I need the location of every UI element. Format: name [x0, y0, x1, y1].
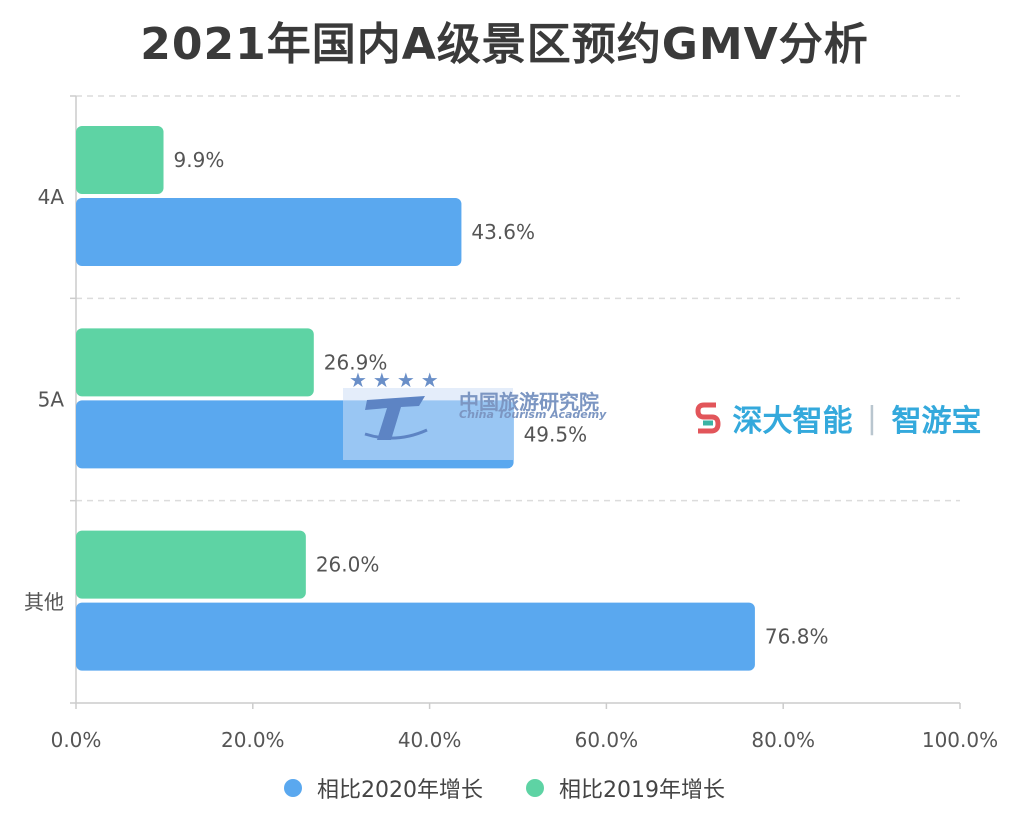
academy-watermark: ★★★★ 中国旅游研究院 China Tourism Academy: [343, 368, 663, 460]
data-label: 43.6%: [471, 220, 535, 244]
legend-label-2020: 相比2020年增长: [317, 778, 483, 803]
x-tick-label: 0.0%: [51, 728, 102, 752]
academy-name-cn: 中国旅游研究院: [459, 390, 599, 414]
brand-s-icon: [695, 402, 721, 434]
y-tick-label: 4A: [38, 185, 65, 209]
brand-separator: |: [866, 400, 878, 436]
bar: [76, 530, 306, 599]
x-tick-label: 80.0%: [751, 728, 815, 752]
bar: [76, 198, 462, 266]
x-tick-label: 60.0%: [575, 728, 639, 752]
legend-item-2020[interactable]: 相比2020年增长: [284, 772, 483, 804]
bar: [76, 126, 164, 194]
x-tick-label: 100.0%: [922, 728, 998, 752]
y-tick-label: 5A: [38, 388, 65, 412]
brand-name: 深大智能: [732, 404, 853, 439]
data-label: 9.9%: [174, 148, 225, 172]
data-labels: 9.9% 43.6% 26.9% 49.5% 26.0% 76.8%: [174, 148, 829, 649]
legend-marker-2020: [284, 779, 302, 797]
data-label: 26.0%: [316, 553, 380, 577]
academy-name-en: China Tourism Academy: [459, 408, 607, 421]
legend-item-2019[interactable]: 相比2019年增长: [526, 772, 725, 804]
bar: [76, 602, 755, 671]
legend-label-2019: 相比2019年增长: [559, 778, 725, 803]
axes: 0.0% 20.0% 40.0% 60.0% 80.0% 100.0% 4A 5A 其他: [24, 95, 998, 752]
brand-watermark: 深大智能 | 智游宝: [694, 396, 981, 440]
bar: [76, 328, 314, 397]
academy-logo-icon: [364, 396, 428, 440]
chart-title: 2021年国内A级景区预约GMV分析: [140, 19, 869, 70]
data-label: 49.5%: [524, 422, 588, 446]
legend: 相比2020年增长 相比2019年增长: [0, 772, 1009, 804]
stars-icon: ★★★★: [349, 368, 445, 392]
data-label: 76.8%: [765, 625, 829, 649]
y-tick-label: 其他: [24, 590, 64, 614]
data-label: 26.9%: [324, 350, 388, 374]
x-tick-label: 20.0%: [221, 728, 285, 752]
x-tick-label: 40.0%: [398, 728, 462, 752]
brand-product: 智游宝: [891, 404, 982, 439]
legend-marker-2019: [526, 779, 544, 797]
grid-lines: [76, 95, 960, 502]
